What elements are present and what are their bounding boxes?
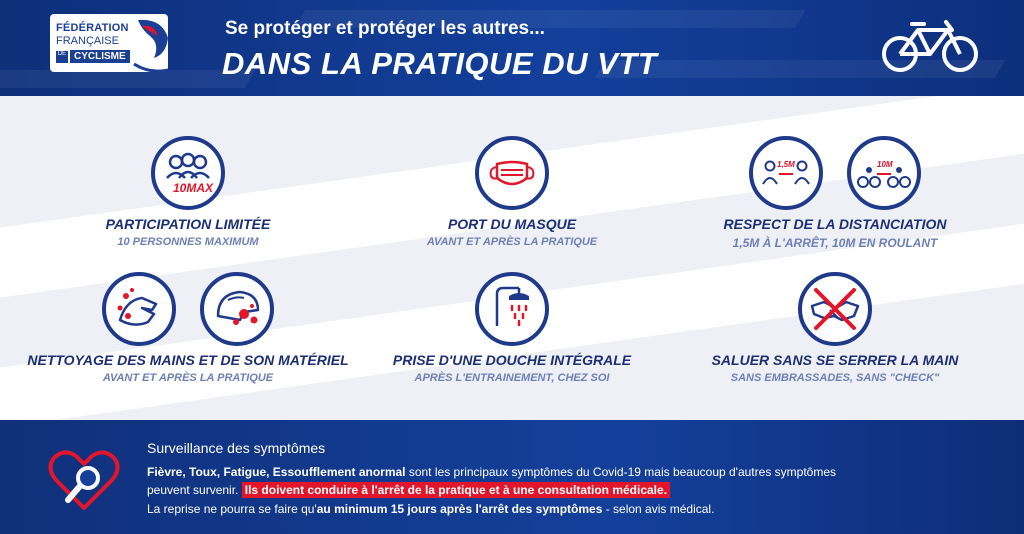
distance-title: Respect de la distanciation bbox=[723, 216, 947, 232]
distance-icon1-label: 1,5M bbox=[777, 160, 795, 169]
symptoms-line3-end: - selon avis médical. bbox=[602, 502, 715, 516]
distance-standing-icon: 1,5M bbox=[749, 136, 823, 210]
ffc-logo: FÉDÉRATION FRANÇAISE DE CYCLISME bbox=[50, 14, 174, 78]
mains-subtitle: Avant et après la pratique bbox=[102, 372, 274, 384]
heart-magnifier-icon bbox=[48, 450, 120, 510]
logo-emblem-icon bbox=[133, 19, 169, 73]
symptoms-line3-start: La reprise ne pourra se faire qu' bbox=[147, 502, 317, 516]
handwash-icon bbox=[102, 272, 176, 346]
header-subtitle: Se protéger et protéger les autres... bbox=[225, 18, 545, 39]
symptoms-line2-start: peuvent survenir. bbox=[147, 483, 242, 497]
header-banner: FÉDÉRATION FRANÇAISE DE CYCLISME Se prot… bbox=[0, 0, 1024, 96]
masque-title: Port du masque bbox=[447, 216, 577, 232]
bicycle-icon bbox=[882, 20, 978, 72]
helmet-icon bbox=[200, 272, 274, 346]
logo-line2: FRANÇAISE bbox=[56, 35, 119, 47]
features-area: 10MAX Participation limitée 10 personnes… bbox=[0, 96, 1024, 420]
symptoms-line3: La reprise ne pourra se faire qu'au mini… bbox=[147, 502, 714, 516]
masque-subtitle: Avant et après la pratique bbox=[426, 236, 598, 248]
participation-icon-label: 10MAX bbox=[173, 181, 214, 195]
distance-icon2-label: 10M bbox=[877, 160, 893, 169]
group-icon: 10MAX bbox=[151, 136, 225, 210]
symptoms-line1: Fièvre, Toux, Fatigue, Essoufflement ano… bbox=[147, 465, 836, 479]
distance-riding-icon: 10M bbox=[847, 136, 921, 210]
logo-line3: CYCLISME bbox=[70, 50, 130, 63]
douche-title: Prise d'une douche intégrale bbox=[392, 352, 632, 368]
shower-icon bbox=[475, 272, 549, 346]
no-handshake-icon bbox=[798, 272, 872, 346]
saluer-subtitle: Sans embrassades, sans "check" bbox=[730, 372, 940, 384]
participation-subtitle: 10 personnes maximum bbox=[117, 236, 259, 248]
symptoms-title: Surveillance des symptômes bbox=[147, 440, 326, 456]
symptoms-line2: peuvent survenir. Ils doivent conduire à… bbox=[147, 482, 671, 498]
symptoms-line3-bold: au minimum 15 jours après l'arrêt des sy… bbox=[316, 502, 603, 516]
symptoms-warning-highlight: Ils doivent conduire à l'arrêt de la pra… bbox=[241, 482, 671, 498]
footer-symptoms: Surveillance des symptômes Fièvre, Toux,… bbox=[0, 420, 1024, 534]
logo-de: DE bbox=[56, 51, 68, 63]
participation-title: Participation limitée bbox=[105, 216, 271, 232]
header-title: DANS LA PRATIQUE DU VTT bbox=[222, 46, 658, 81]
mask-icon bbox=[475, 136, 549, 210]
symptoms-line1-rest: sont les principaux symptômes du Covid-1… bbox=[405, 465, 836, 479]
mains-title: Nettoyage des mains et de son matériel bbox=[27, 352, 349, 368]
saluer-title: Saluer sans se serrer la main bbox=[711, 352, 959, 368]
douche-subtitle: Après l'entrainement, chez soi bbox=[414, 372, 610, 384]
symptoms-list: Fièvre, Toux, Fatigue, Essoufflement ano… bbox=[147, 465, 406, 479]
logo-line1: FÉDÉRATION bbox=[56, 22, 129, 34]
distance-subtitle: 1,5m à l'arrêt, 10m en roulant bbox=[732, 236, 938, 250]
